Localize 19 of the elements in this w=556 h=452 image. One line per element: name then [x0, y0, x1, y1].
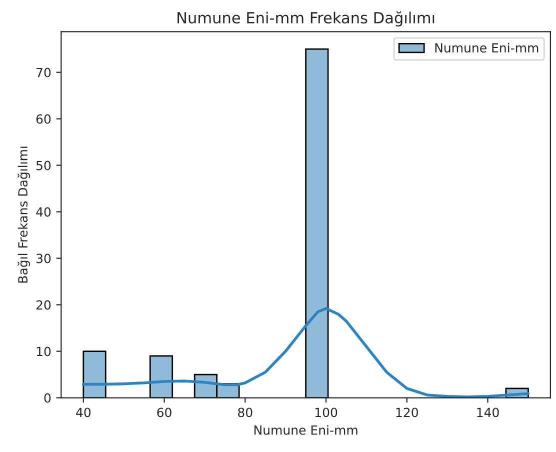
y-tick-label: 20 — [36, 300, 51, 310]
x-tick-label: 40 — [76, 408, 91, 418]
y-axis-title: Bağıl Frekans Dağılımı — [18, 146, 30, 283]
y-tick-label: 60 — [36, 114, 51, 124]
line-series — [82, 307, 530, 398]
legend-label: Numune Eni-mm — [435, 42, 538, 53]
y-tick-label: 50 — [36, 160, 51, 170]
y-tick-label: 0 — [44, 393, 51, 403]
x-tick-label: 140 — [477, 408, 499, 418]
y-tick-label: 70 — [36, 68, 51, 78]
x-axis-title: Numune Eni-mm — [254, 425, 358, 435]
y-tick-label: 30 — [36, 254, 51, 264]
x-tick-label: 100 — [315, 408, 338, 418]
chart-title: Numune Eni-mm Frekans Dağılımı — [178, 11, 434, 26]
x-tick-label: 60 — [157, 408, 172, 418]
x-tick-label: 120 — [396, 408, 418, 418]
y-tick-label: 40 — [36, 207, 51, 217]
x-tick-label: 80 — [238, 408, 252, 418]
y-tick-label: 10 — [36, 346, 51, 356]
